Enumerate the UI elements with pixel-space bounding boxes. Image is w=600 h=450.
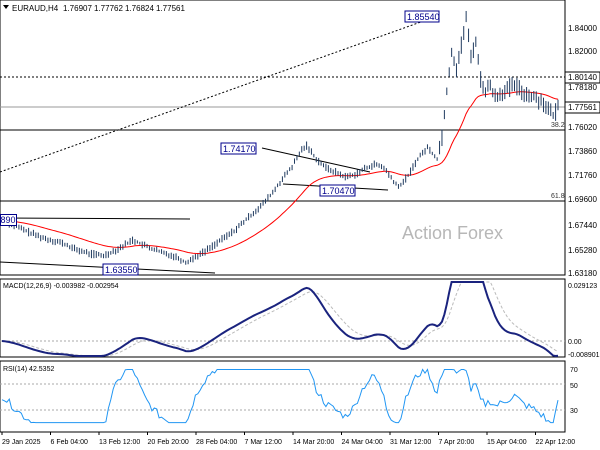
svg-text:1.66890: 1.66890 xyxy=(0,215,16,225)
time-axis-label: 28 Feb 04:00 xyxy=(196,439,237,446)
annotation-swing-high: 1.74170 xyxy=(220,142,257,155)
svg-text:1.74170: 1.74170 xyxy=(223,144,256,154)
time-axis-label: 14 Mar 20:00 xyxy=(293,439,334,446)
svg-text:1.63550: 1.63550 xyxy=(105,265,138,275)
annotation-swing-low: 1.70470 xyxy=(319,184,356,197)
macd-label: MACD(12,26,9) -0.003982 -0.002954 xyxy=(3,283,119,290)
moving-average-line xyxy=(2,91,559,255)
rsi-panel[interactable] xyxy=(0,360,566,433)
fib-61-label: 61.8 xyxy=(551,193,565,200)
time-axis: 29 Jan 2025 6 Feb 04:00 13 Feb 12:00 20 Feb… xyxy=(1,432,576,446)
svg-text:1.78180: 1.78180 xyxy=(568,83,597,92)
time-axis-label: 31 Mar 12:00 xyxy=(390,439,431,446)
macd-main-line xyxy=(1,281,559,358)
svg-text:1.71760: 1.71760 xyxy=(568,171,597,180)
annotation-left-cut: 1.66890 xyxy=(0,214,17,226)
channel-upper-line xyxy=(0,217,191,220)
svg-text:1.84000: 1.84000 xyxy=(568,24,597,33)
svg-text:1.85540: 1.85540 xyxy=(407,12,440,22)
svg-text:1.80140: 1.80140 xyxy=(568,73,597,82)
time-axis-label: 7 Mar 12:00 xyxy=(245,439,282,446)
time-axis-label: 20 Feb 20:00 xyxy=(148,439,189,446)
time-axis-label: 7 Apr 20:00 xyxy=(439,439,475,446)
svg-text:1.67440: 1.67440 xyxy=(568,221,597,230)
svg-text:1.77561: 1.77561 xyxy=(568,103,597,112)
macd-panel[interactable] xyxy=(0,278,566,358)
svg-text:1.63180: 1.63180 xyxy=(568,269,597,278)
dotted-trendline xyxy=(0,17,433,173)
fib-38-label: 38.2 xyxy=(551,122,565,129)
svg-text:1.82000: 1.82000 xyxy=(568,47,597,56)
svg-text:1.65280: 1.65280 xyxy=(568,246,597,255)
main-price-panel[interactable] xyxy=(0,0,566,276)
macd-axis-top: 0.029123 xyxy=(568,283,597,290)
symbol-label: EURAUD,H4 xyxy=(12,4,59,13)
open-value: 1.76907 xyxy=(63,4,92,13)
close-value: 1.77561 xyxy=(156,4,185,13)
annotation-high: 1.85540 xyxy=(404,10,440,23)
macd-axis-zero: 0.00 xyxy=(568,339,582,346)
low-value: 1.76824 xyxy=(125,4,154,13)
resistance-price-tag: 1.80140 xyxy=(564,71,600,84)
svg-text:1.76020: 1.76020 xyxy=(568,123,597,132)
macd-axis-bottom: -0.008901 xyxy=(568,352,600,359)
high-value: 1.77762 xyxy=(94,4,123,13)
svg-text:1.70470: 1.70470 xyxy=(322,186,355,196)
rsi-axis-50: 50 xyxy=(570,383,578,390)
time-axis-label: 15 Apr 04:00 xyxy=(487,439,527,446)
time-axis-label: 13 Feb 12:00 xyxy=(99,439,140,446)
symbol-header: EURAUD,H4 1.76907 1.77762 1.76824 1.7756… xyxy=(3,4,185,13)
price-axis: 1.84000 1.82000 1.78180 1.76020 1.73860 … xyxy=(568,24,597,278)
watermark-text: Action Forex xyxy=(402,223,503,243)
time-axis-label: 24 Mar 04:00 xyxy=(342,439,383,446)
time-axis-label: 22 Apr 12:00 xyxy=(536,439,576,446)
time-axis-label: 6 Feb 04:00 xyxy=(51,439,88,446)
rsi-line xyxy=(1,368,559,424)
svg-text:1.73860: 1.73860 xyxy=(568,147,597,156)
rsi-label: RSI(14) 42.5352 xyxy=(3,366,54,373)
svg-text:1.69600: 1.69600 xyxy=(568,195,597,204)
rsi-axis-30: 30 xyxy=(570,408,578,415)
rsi-axis-70: 70 xyxy=(570,367,578,374)
time-axis-label: 29 Jan 2025 xyxy=(2,439,41,446)
chart-menu-icon[interactable] xyxy=(3,5,9,9)
current-price-tag: 1.77561 xyxy=(564,101,600,114)
annotation-low: 1.63550 xyxy=(102,263,139,276)
